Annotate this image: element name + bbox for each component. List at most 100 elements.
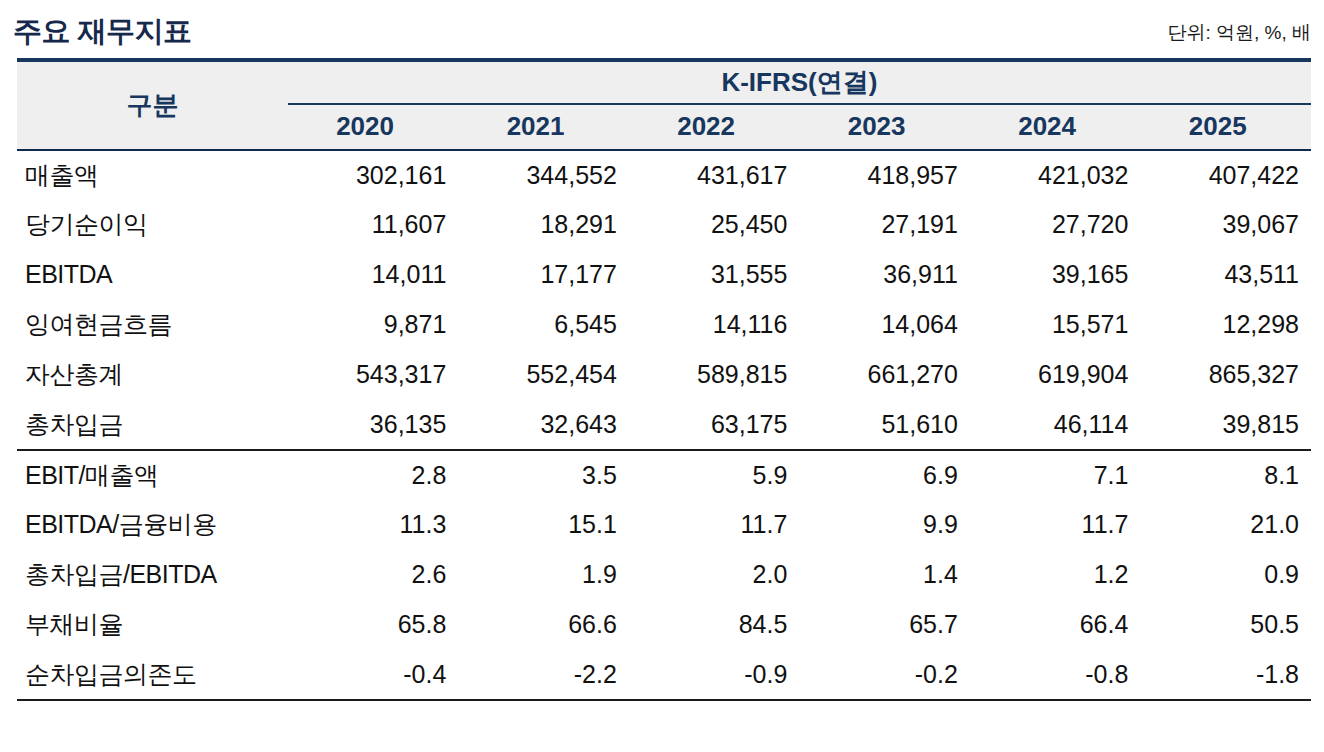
cell-value: -0.9 bbox=[629, 650, 800, 700]
table-row: 매출액 302,161 344,552 431,617 418,957 421,… bbox=[17, 150, 1311, 200]
cell-value: 11.3 bbox=[288, 500, 459, 550]
row-label: 총차입금/EBITDA bbox=[17, 550, 288, 600]
cell-value: 407,422 bbox=[1140, 150, 1311, 200]
category-header: 구분 bbox=[17, 60, 288, 150]
cell-value: 31,555 bbox=[629, 250, 800, 300]
cell-value: 39,165 bbox=[970, 250, 1141, 300]
cell-value: 18,291 bbox=[458, 200, 629, 250]
table-header: 구분 K-IFRS(연결) 2020 2021 2022 2023 2024 2… bbox=[17, 60, 1311, 150]
row-label: 부채비율 bbox=[17, 600, 288, 650]
cell-value: 421,032 bbox=[970, 150, 1141, 200]
cell-value: 865,327 bbox=[1140, 350, 1311, 400]
cell-value: 63,175 bbox=[629, 400, 800, 450]
cell-value: 2.8 bbox=[288, 450, 459, 500]
cell-value: 6,545 bbox=[458, 300, 629, 350]
cell-value: 9,871 bbox=[288, 300, 459, 350]
cell-value: 51,610 bbox=[799, 400, 970, 450]
table-body: 매출액 302,161 344,552 431,617 418,957 421,… bbox=[17, 150, 1311, 700]
table-row: 순차입금의존도 -0.4 -2.2 -0.9 -0.2 -0.8 -1.8 bbox=[17, 650, 1311, 700]
cell-value: 589,815 bbox=[629, 350, 800, 400]
cell-value: 6.9 bbox=[799, 450, 970, 500]
cell-value: 2.6 bbox=[288, 550, 459, 600]
cell-value: 14,064 bbox=[799, 300, 970, 350]
cell-value: 1.4 bbox=[799, 550, 970, 600]
group-header-kifrs: K-IFRS(연결) bbox=[288, 60, 1311, 104]
table-row: EBIT/매출액 2.8 3.5 5.9 6.9 7.1 8.1 bbox=[17, 450, 1311, 500]
table-row: EBITDA/금융비용 11.3 15.1 11.7 9.9 11.7 21.0 bbox=[17, 500, 1311, 550]
column-header-year-2020: 2020 bbox=[288, 104, 459, 150]
cell-value: 21.0 bbox=[1140, 500, 1311, 550]
cell-value: -0.4 bbox=[288, 650, 459, 700]
cell-value: 661,270 bbox=[799, 350, 970, 400]
table-row: 총차입금 36,135 32,643 63,175 51,610 46,114 … bbox=[17, 400, 1311, 450]
financial-table: 구분 K-IFRS(연결) 2020 2021 2022 2023 2024 2… bbox=[17, 58, 1311, 701]
column-header-year-2022: 2022 bbox=[629, 104, 800, 150]
table-row: 당기순이익 11,607 18,291 25,450 27,191 27,720… bbox=[17, 200, 1311, 250]
cell-value: 11.7 bbox=[970, 500, 1141, 550]
cell-value: 65.8 bbox=[288, 600, 459, 650]
cell-value: 552,454 bbox=[458, 350, 629, 400]
cell-value: 36,911 bbox=[799, 250, 970, 300]
cell-value: 7.1 bbox=[970, 450, 1141, 500]
row-label: 자산총계 bbox=[17, 350, 288, 400]
page-title: 주요 재무지표 bbox=[13, 16, 192, 48]
table-row: 부채비율 65.8 66.6 84.5 65.7 66.4 50.5 bbox=[17, 600, 1311, 650]
row-label: 매출액 bbox=[17, 150, 288, 200]
cell-value: 15.1 bbox=[458, 500, 629, 550]
cell-value: 32,643 bbox=[458, 400, 629, 450]
cell-value: 27,191 bbox=[799, 200, 970, 250]
cell-value: -0.8 bbox=[970, 650, 1141, 700]
cell-value: 5.9 bbox=[629, 450, 800, 500]
cell-value: 11.7 bbox=[629, 500, 800, 550]
cell-value: 11,607 bbox=[288, 200, 459, 250]
row-label: EBIT/매출액 bbox=[17, 450, 288, 500]
table-row: 자산총계 543,317 552,454 589,815 661,270 619… bbox=[17, 350, 1311, 400]
cell-value: -2.2 bbox=[458, 650, 629, 700]
cell-value: 0.9 bbox=[1140, 550, 1311, 600]
cell-value: 543,317 bbox=[288, 350, 459, 400]
cell-value: 66.6 bbox=[458, 600, 629, 650]
cell-value: 1.9 bbox=[458, 550, 629, 600]
cell-value: 46,114 bbox=[970, 400, 1141, 450]
row-label: 순차입금의존도 bbox=[17, 650, 288, 700]
document-header: 주요 재무지표 단위: 억원, %, 배 bbox=[0, 0, 1324, 58]
cell-value: 50.5 bbox=[1140, 600, 1311, 650]
row-label: 당기순이익 bbox=[17, 200, 288, 250]
cell-value: 302,161 bbox=[288, 150, 459, 200]
row-label: 잉여현금흐름 bbox=[17, 300, 288, 350]
row-label: EBITDA/금융비용 bbox=[17, 500, 288, 550]
cell-value: 36,135 bbox=[288, 400, 459, 450]
report-page: 주요 재무지표 단위: 억원, %, 배 구분 K-IFRS(연결) 2020 … bbox=[0, 0, 1324, 752]
row-label: EBITDA bbox=[17, 250, 288, 300]
cell-value: 418,957 bbox=[799, 150, 970, 200]
column-header-year-2024: 2024 bbox=[970, 104, 1141, 150]
cell-value: 431,617 bbox=[629, 150, 800, 200]
table-row: EBITDA 14,011 17,177 31,555 36,911 39,16… bbox=[17, 250, 1311, 300]
cell-value: -0.2 bbox=[799, 650, 970, 700]
column-header-year-2025: 2025 bbox=[1140, 104, 1311, 150]
cell-value: 14,011 bbox=[288, 250, 459, 300]
cell-value: 14,116 bbox=[629, 300, 800, 350]
cell-value: 43,511 bbox=[1140, 250, 1311, 300]
cell-value: 12,298 bbox=[1140, 300, 1311, 350]
cell-value: 3.5 bbox=[458, 450, 629, 500]
cell-value: 15,571 bbox=[970, 300, 1141, 350]
cell-value: -1.8 bbox=[1140, 650, 1311, 700]
cell-value: 619,904 bbox=[970, 350, 1141, 400]
column-header-year-2023: 2023 bbox=[799, 104, 970, 150]
cell-value: 17,177 bbox=[458, 250, 629, 300]
cell-value: 84.5 bbox=[629, 600, 800, 650]
cell-value: 2.0 bbox=[629, 550, 800, 600]
table-row: 총차입금/EBITDA 2.6 1.9 2.0 1.4 1.2 0.9 bbox=[17, 550, 1311, 600]
cell-value: 66.4 bbox=[970, 600, 1141, 650]
cell-value: 39,067 bbox=[1140, 200, 1311, 250]
cell-value: 9.9 bbox=[799, 500, 970, 550]
column-header-year-2021: 2021 bbox=[458, 104, 629, 150]
cell-value: 25,450 bbox=[629, 200, 800, 250]
cell-value: 27,720 bbox=[970, 200, 1141, 250]
table-row: 잉여현금흐름 9,871 6,545 14,116 14,064 15,571 … bbox=[17, 300, 1311, 350]
unit-note: 단위: 억원, %, 배 bbox=[1167, 20, 1311, 48]
cell-value: 39,815 bbox=[1140, 400, 1311, 450]
cell-value: 65.7 bbox=[799, 600, 970, 650]
cell-value: 1.2 bbox=[970, 550, 1141, 600]
